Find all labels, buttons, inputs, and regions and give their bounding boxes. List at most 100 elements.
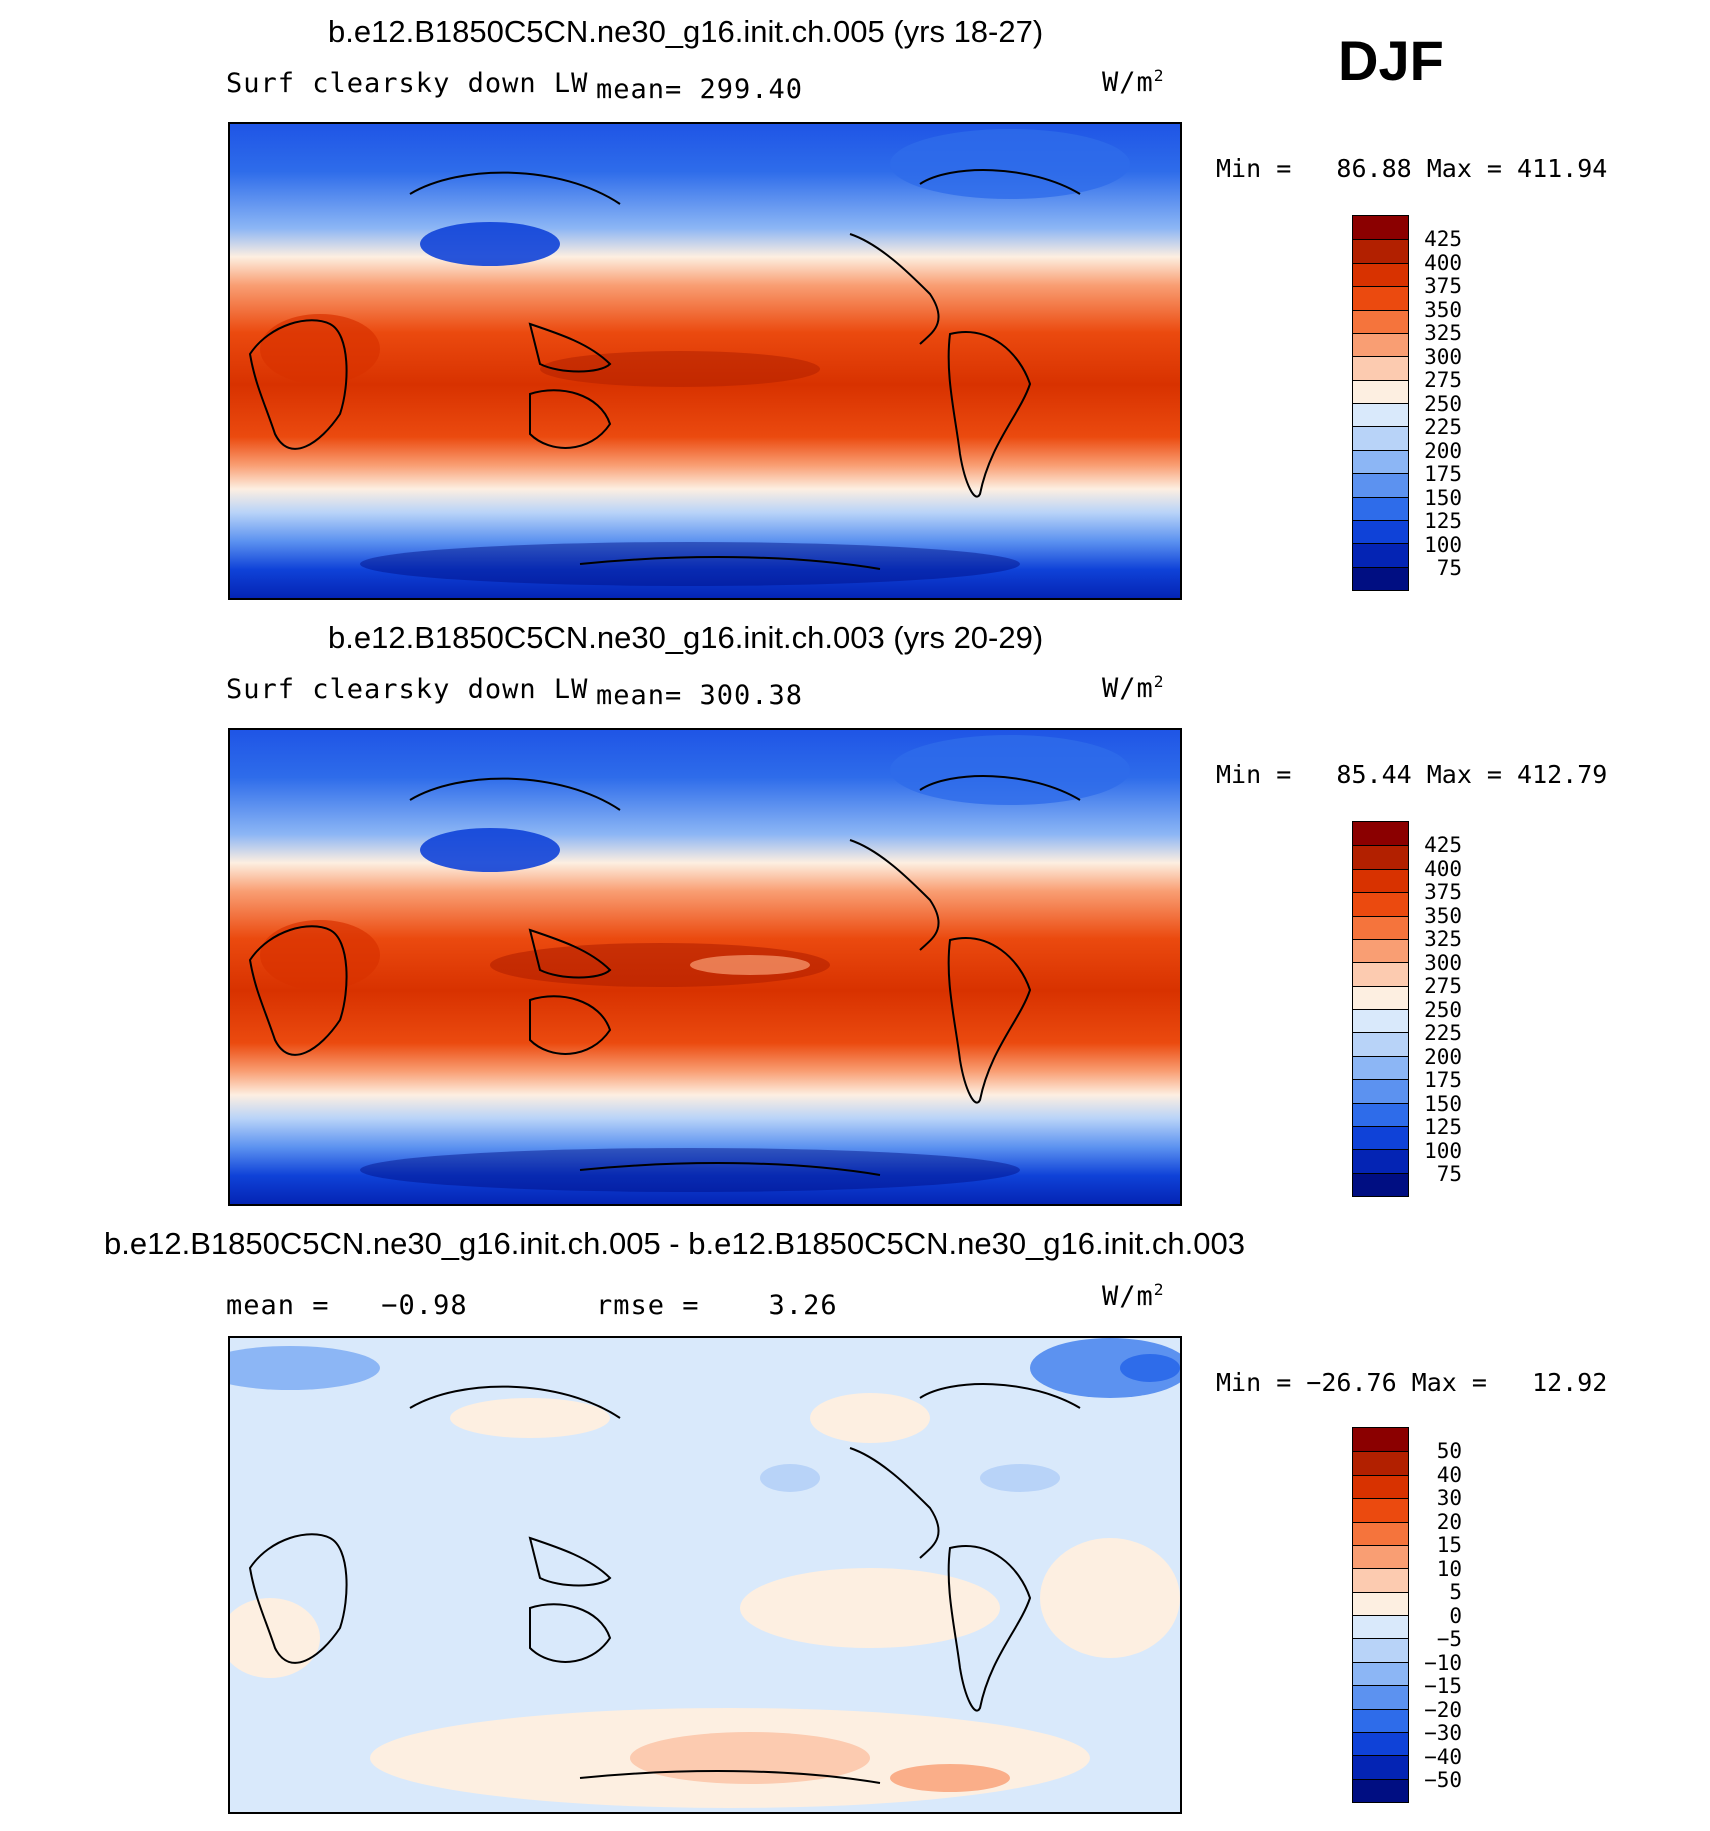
- panel-1-map-field: [230, 124, 1180, 598]
- panel-1-colorbar-labels: 425 400 375 350 325 300 275 250 225 200 …: [1400, 215, 1480, 591]
- panel-1-colorbar-swatch: [1353, 216, 1408, 240]
- panel-1-colorbar-swatch: [1353, 262, 1408, 287]
- panel-3-colorbar-swatch: [1353, 1498, 1408, 1522]
- panel-3-colorbar-label: 0: [1449, 1603, 1462, 1628]
- panel-2-colorbar-swatch: [1353, 1102, 1408, 1126]
- panel-1-colorbar-swatch: [1353, 239, 1408, 263]
- panel-2-title: b.e12.B1850C5CN.ne30_g16.init.ch.003 (yr…: [328, 620, 1044, 655]
- panel-2-map-field: [230, 730, 1180, 1204]
- panel-1-mean: mean= 299.40: [596, 74, 804, 105]
- panel-3-colorbar-label: 40: [1436, 1462, 1462, 1487]
- panel-1-colorbar-label: 375: [1424, 274, 1462, 298]
- panel-1-colorbar-label: 250: [1424, 391, 1462, 416]
- panel-3-rmse: rmse = 3.26: [596, 1290, 838, 1321]
- panel-3-colorbar-swatch: [1353, 1451, 1408, 1475]
- panel-1-colorbar-swatch: [1353, 379, 1408, 403]
- panel-1-colorbar-swatch: [1353, 286, 1408, 310]
- panel-3-colorbar-labels: 50 40 30 20 15 10 5 0 −5 −10 −15 −20 −30…: [1400, 1427, 1480, 1803]
- panel-2-colorbar-swatch: [1353, 915, 1408, 939]
- panel-2-map: [228, 728, 1182, 1206]
- panel-1-minmax: Min = 86.88 Max = 411.94: [1216, 154, 1608, 183]
- panel-3-colorbar-label: 50: [1436, 1439, 1462, 1463]
- panel-1-colorbar-swatch: [1353, 309, 1408, 333]
- panel-3-colorbar-swatch: [1353, 1615, 1408, 1639]
- panel-2-colorbar-label: 225: [1424, 1021, 1462, 1045]
- panel-1-colorbar-label: 300: [1424, 344, 1462, 369]
- panel-2-colorbar-swatch: [1353, 985, 1408, 1009]
- panel-3-colorbar-label: −5: [1436, 1627, 1462, 1651]
- panel-2-colorbar-label: 400: [1424, 856, 1462, 881]
- panel-1-colorbar: [1352, 215, 1409, 591]
- panel-3-map: [228, 1336, 1182, 1814]
- season-label: DJF: [1338, 29, 1444, 92]
- panel-1-colorbar-label: 200: [1424, 438, 1462, 463]
- panel-2-colorbar-label: 150: [1424, 1091, 1462, 1116]
- panel-2-colorbar-label: 75: [1436, 1162, 1462, 1186]
- panel-1-units: W/m2: [1102, 66, 1165, 98]
- panel-3-colorbar: [1352, 1427, 1409, 1803]
- panel-1-colorbar-swatch: [1353, 403, 1408, 427]
- panel-2-colorbar-swatch: [1353, 1172, 1408, 1196]
- panel-3-colorbar-label: 30: [1436, 1486, 1462, 1510]
- panel-3-minmax: Min = −26.76 Max = 12.92: [1216, 1368, 1608, 1397]
- panel-3-colorbar-swatch: [1353, 1638, 1408, 1662]
- panel-3-colorbar-swatch: [1353, 1685, 1408, 1709]
- panel-2-colorbar-swatch: [1353, 822, 1408, 846]
- panel-2-colorbar-swatch: [1353, 938, 1408, 963]
- panel-1-colorbar-label: 100: [1424, 532, 1462, 557]
- panel-2-mean: mean= 300.38: [596, 680, 804, 711]
- panel-1-colorbar-swatch: [1353, 473, 1408, 497]
- panel-1-colorbar-label: 175: [1424, 462, 1462, 486]
- panel-1-colorbar-label: 400: [1424, 250, 1462, 275]
- panel-1-variable: Surf clearsky down LW: [226, 68, 589, 99]
- panel-2-units: W/m2: [1102, 672, 1165, 704]
- panel-2-colorbar-swatch: [1353, 1149, 1408, 1173]
- panel-1-colorbar-swatch: [1353, 543, 1408, 567]
- panel-3-colorbar-swatch: [1353, 1731, 1408, 1756]
- panel-2-colorbar-swatch: [1353, 1032, 1408, 1056]
- panel-2-colorbar-label: 325: [1424, 927, 1462, 951]
- panel-1-colorbar-swatch: [1353, 496, 1408, 520]
- panel-2-colorbar-swatch: [1353, 845, 1408, 869]
- panel-2-colorbar-label: 375: [1424, 880, 1462, 904]
- panel-2-colorbar-label: 300: [1424, 950, 1462, 975]
- panel-3-colorbar-swatch: [1353, 1708, 1408, 1732]
- panel-2-colorbar-swatch: [1353, 868, 1408, 893]
- panel-3-colorbar-swatch: [1353, 1568, 1408, 1592]
- panel-3-colorbar-label: −15: [1424, 1674, 1462, 1698]
- panel-2-colorbar-label: 100: [1424, 1138, 1462, 1163]
- panel-1-colorbar-label: 275: [1424, 368, 1462, 392]
- panel-2-colorbar-label: 425: [1424, 833, 1462, 857]
- panel-3-colorbar-label: −50: [1424, 1768, 1462, 1792]
- panel-3-title: b.e12.B1850C5CN.ne30_g16.init.ch.005 - b…: [104, 1226, 1245, 1261]
- panel-1-title: b.e12.B1850C5CN.ne30_g16.init.ch.005 (yr…: [328, 14, 1044, 49]
- panel-1-colorbar-label: 150: [1424, 485, 1462, 510]
- panel-2-colorbar-swatch: [1353, 962, 1408, 986]
- panel-2-colorbar-label: 350: [1424, 903, 1462, 928]
- panel-1-colorbar-label: 225: [1424, 415, 1462, 439]
- panel-3-colorbar-swatch: [1353, 1428, 1408, 1452]
- panel-1-colorbar-label: 350: [1424, 297, 1462, 322]
- panel-2-colorbar-swatch: [1353, 1125, 1408, 1150]
- panel-1-map: [228, 122, 1182, 600]
- panel-1-colorbar-label: 325: [1424, 321, 1462, 345]
- panel-2-colorbar-label: 275: [1424, 974, 1462, 998]
- panel-3-colorbar-swatch: [1353, 1544, 1408, 1569]
- panel-2-colorbar-swatch: [1353, 1079, 1408, 1103]
- panel-3-colorbar-label: −20: [1424, 1697, 1462, 1722]
- panel-2-colorbar: [1352, 821, 1409, 1197]
- panel-3-colorbar-swatch: [1353, 1521, 1408, 1545]
- panel-2-colorbar-swatch: [1353, 1055, 1408, 1080]
- panel-2-minmax: Min = 85.44 Max = 412.79: [1216, 760, 1608, 789]
- panel-3-colorbar-swatch: [1353, 1661, 1408, 1686]
- panel-3-units: W/m2: [1102, 1280, 1165, 1312]
- panel-3-colorbar-label: 10: [1436, 1556, 1462, 1581]
- panel-3-colorbar-swatch: [1353, 1474, 1408, 1499]
- panel-2-variable: Surf clearsky down LW: [226, 674, 589, 705]
- panel-1-colorbar-label: 125: [1424, 509, 1462, 533]
- panel-2-colorbar-label: 175: [1424, 1068, 1462, 1092]
- panel-2-colorbar-swatch: [1353, 892, 1408, 916]
- panel-3-colorbar-label: −30: [1424, 1721, 1462, 1745]
- panel-3-colorbar-label: 15: [1436, 1533, 1462, 1557]
- panel-3-mean: mean = −0.98: [226, 1290, 468, 1321]
